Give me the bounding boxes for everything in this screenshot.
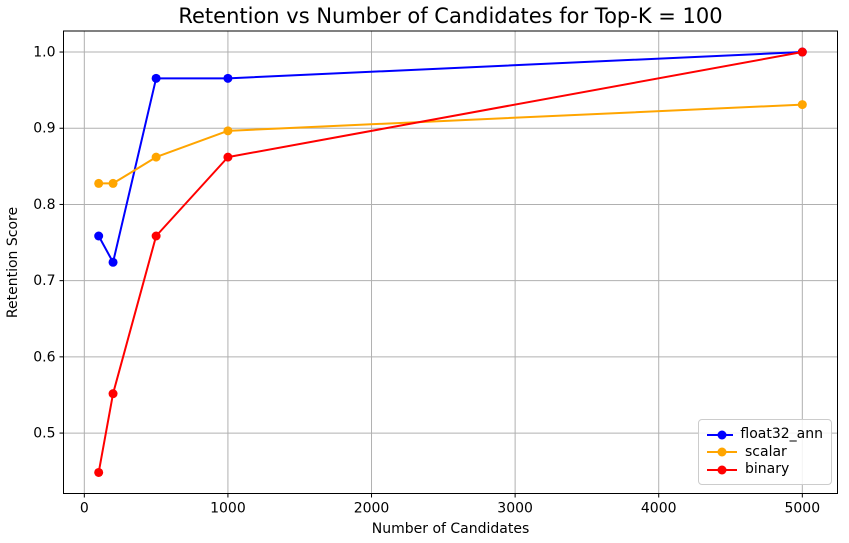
data-point-scalar (108, 178, 118, 188)
legend-marker (717, 447, 727, 457)
data-point-binary (797, 47, 807, 57)
x-tick-label: 4000 (641, 501, 677, 517)
data-point-float32_ann (94, 231, 104, 241)
data-point-scalar (223, 126, 233, 136)
legend-marker (717, 465, 727, 474)
data-point-float32_ann (151, 73, 161, 83)
legend-label: scalar (745, 443, 787, 460)
y-tick-label: 0.8 (33, 197, 55, 213)
x-tick-label: 1000 (210, 501, 246, 517)
x-tick-label: 2000 (354, 501, 390, 517)
data-point-binary (108, 389, 118, 399)
data-point-scalar (94, 178, 104, 188)
legend-marker (717, 430, 727, 439)
legend-item-float32_ann: float32_ann (706, 426, 823, 443)
series-layer (94, 47, 807, 477)
y-tick-label: 1.0 (33, 45, 55, 61)
legend-item-scalar: scalar (706, 444, 823, 461)
legend-line-sample-float32_ann (707, 430, 734, 439)
y-tick-label: 0.5 (33, 426, 55, 442)
series-line-float32_ann (97, 51, 804, 264)
legend-label: binary (745, 461, 790, 477)
x-tick-label: 3000 (497, 501, 533, 517)
y-tick-label: 0.7 (33, 273, 55, 289)
data-point-scalar (151, 152, 161, 162)
tick-layer: 0 1000 2000 3000 4000 5000 0.5 0.6 0.7 0.8 0.9 1.0 (33, 45, 820, 517)
axes-frame (63, 30, 838, 494)
chart-title: Retention vs Number of Candidates for To… (178, 4, 722, 28)
frame-layer (63, 30, 838, 494)
legend-item-binary: binary (706, 461, 823, 478)
series-line-binary (97, 51, 804, 474)
legend-line-sample-binary (707, 465, 737, 474)
x-tick-label: 5000 (784, 501, 820, 517)
x-axis-label: Number of Candidates (372, 521, 530, 537)
legend: float32_ann scalar binary (698, 419, 832, 485)
legend-line-sample-scalar (707, 447, 737, 457)
data-point-binary (94, 467, 104, 477)
data-point-scalar (797, 100, 807, 110)
y-axis-label: Retention Score (5, 207, 21, 318)
data-point-float32_ann (223, 73, 233, 83)
legend-label: float32_ann (740, 426, 823, 442)
y-tick-label: 0.6 (33, 349, 55, 365)
y-tick-label: 0.9 (33, 121, 55, 137)
x-tick-label: 0 (80, 501, 89, 517)
data-point-float32_ann (108, 257, 118, 267)
data-point-binary (151, 231, 161, 241)
data-point-binary (223, 152, 233, 162)
